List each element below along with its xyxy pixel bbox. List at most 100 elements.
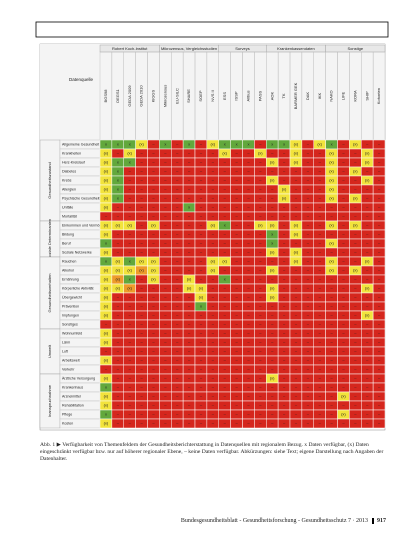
cell-mark: – (247, 205, 250, 210)
cell-mark: – (354, 340, 357, 345)
cell-mark: – (200, 403, 203, 408)
column-label: DAK (305, 92, 310, 101)
cell-mark: – (140, 322, 143, 327)
cell-mark: – (235, 331, 238, 336)
cell-mark: – (283, 358, 286, 363)
cell-mark: – (176, 349, 179, 354)
cell-mark: – (164, 349, 167, 354)
cell-mark: (x) (329, 196, 334, 201)
cell-mark: (x) (329, 259, 334, 264)
cell-mark: – (378, 367, 381, 372)
column-group: Robert Koch-Institut (112, 46, 148, 51)
cell-mark: – (354, 376, 357, 381)
column-label: ESS (222, 92, 227, 100)
cell-mark: – (354, 295, 357, 300)
cell-mark: – (378, 412, 381, 417)
cell-mark: – (129, 304, 132, 309)
cell-mark: (x) (151, 268, 156, 273)
column-label: NVS II (210, 90, 215, 102)
cell-mark: – (176, 142, 179, 147)
cell-mark: – (295, 367, 298, 372)
cell-mark: (x) (104, 313, 109, 318)
cell-mark: – (200, 268, 203, 273)
cell-mark: – (247, 160, 250, 165)
cell-mark: – (176, 277, 179, 282)
cell-mark: – (188, 367, 191, 372)
cell-mark: – (259, 304, 262, 309)
cell-mark: (x) (282, 187, 287, 192)
cell-mark: – (307, 142, 310, 147)
cell-mark: (x) (353, 268, 358, 273)
cell-mark: – (164, 187, 167, 192)
cell-mark: (x) (127, 268, 132, 273)
cell-mark: – (200, 349, 203, 354)
row-label: Luft (62, 349, 68, 353)
cell-mark: – (259, 295, 262, 300)
cell-mark: – (307, 259, 310, 264)
cell-mark: – (235, 223, 238, 228)
cell-mark: – (117, 331, 120, 336)
cell-mark: – (295, 421, 298, 426)
row-label: Lärm (62, 340, 70, 344)
cell-mark: – (140, 412, 143, 417)
cell-mark: – (319, 349, 322, 354)
cell-mark: – (188, 304, 191, 309)
cell-mark: – (212, 322, 215, 327)
cell-mark: – (164, 214, 167, 219)
cell-mark: – (129, 205, 132, 210)
cell-mark: – (283, 286, 286, 291)
cell-mark: – (259, 313, 262, 318)
cell-mark: – (235, 178, 238, 183)
cell-mark: – (152, 349, 155, 354)
cell-mark: – (200, 385, 203, 390)
cell-mark: – (307, 178, 310, 183)
cell-mark: – (283, 205, 286, 210)
cell-mark: (x) (365, 259, 370, 264)
cell-mark: – (140, 241, 143, 246)
cell-mark: – (164, 205, 167, 210)
cell-mark: – (342, 268, 345, 273)
cell-mark: – (235, 160, 238, 165)
cell-mark: (x) (270, 376, 275, 381)
cell-mark: – (354, 349, 357, 354)
cell-mark: – (117, 412, 120, 417)
cell-mark: (x) (294, 223, 299, 228)
cell-mark: – (164, 376, 167, 381)
cell-mark: – (224, 169, 227, 174)
cell-mark: – (188, 151, 191, 156)
cell-mark: – (342, 277, 345, 282)
column-label: GEDA 2009 (127, 85, 132, 107)
cell-mark: – (164, 241, 167, 246)
cell-mark: – (259, 358, 262, 363)
cell-mark: – (259, 412, 262, 417)
cell-mark: – (295, 286, 298, 291)
cell-mark: – (224, 250, 227, 255)
cell-mark: – (307, 385, 310, 390)
cell-mark: – (319, 196, 322, 201)
cell-mark: – (176, 268, 179, 273)
cell-mark: – (307, 286, 310, 291)
cell-mark: – (378, 241, 381, 246)
cell-mark: – (212, 277, 215, 282)
cell-mark: – (247, 304, 250, 309)
cell-mark: – (164, 403, 167, 408)
cell-mark: – (319, 232, 322, 237)
cell-mark: – (140, 160, 143, 165)
cell-mark: – (212, 187, 215, 192)
cell-mark: – (342, 403, 345, 408)
cell-mark: – (176, 241, 179, 246)
cell-mark: – (212, 421, 215, 426)
cell-mark: – (235, 196, 238, 201)
cell-mark: – (129, 178, 132, 183)
cell-mark: – (224, 160, 227, 165)
cell-mark: – (140, 286, 143, 291)
cell-mark: – (354, 421, 357, 426)
cell-mark: – (152, 322, 155, 327)
row-label: Einkommen und Vermögen (62, 223, 105, 227)
cell-mark: – (140, 358, 143, 363)
row-label: Herz-Kreislauf (62, 160, 85, 164)
cell-mark: – (283, 250, 286, 255)
cell-mark: – (140, 277, 143, 282)
cell-mark: – (164, 259, 167, 264)
cell-mark: – (307, 232, 310, 237)
